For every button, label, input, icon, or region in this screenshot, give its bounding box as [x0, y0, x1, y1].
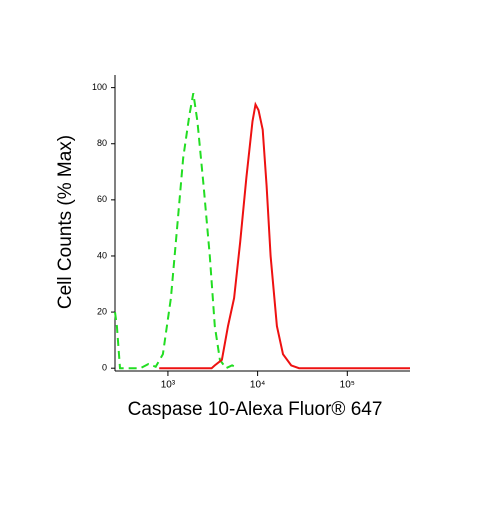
histogram-line [159, 101, 410, 370]
y-tick-label: 20 [97, 306, 107, 316]
y-tick-label: 40 [97, 250, 107, 260]
y-axis-title: Cell Counts (% Max) [55, 135, 76, 309]
y-tick-label: 60 [97, 194, 107, 204]
x-tick-label: 10⁴ [250, 380, 265, 391]
y-tick-label: 100 [92, 82, 107, 92]
y-tick-label: 80 [97, 138, 107, 148]
x-tick-label: 10⁵ [340, 380, 355, 391]
y-tick-label: 0 [102, 363, 107, 373]
x-tick-label: 10³ [161, 380, 176, 391]
x-axis-title: Caspase 10-Alexa Fluor® 647 [128, 399, 383, 420]
histogram-line [114, 93, 239, 370]
